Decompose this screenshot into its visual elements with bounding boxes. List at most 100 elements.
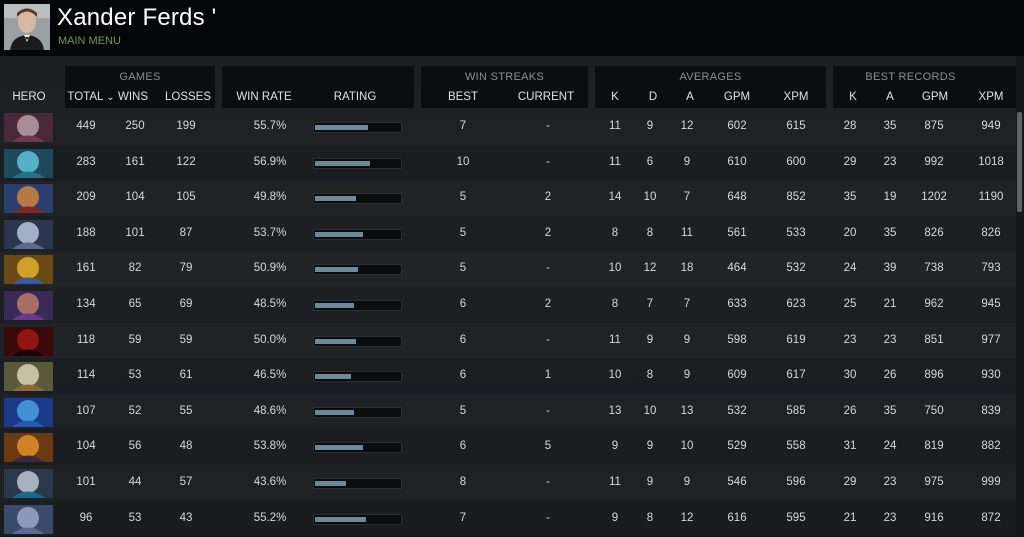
column-header-avg-gpm[interactable]: GPM xyxy=(723,91,751,103)
rating-bar-fill xyxy=(315,445,363,451)
column-header-avg-deaths[interactable]: D xyxy=(648,91,658,103)
avg-xpm-cell: 532 xyxy=(786,262,806,275)
best-streak-cell: 10 xyxy=(456,155,470,168)
total-cell: 449 xyxy=(76,120,96,132)
best-assists-cell: 23 xyxy=(883,155,897,168)
column-header-hero[interactable]: HERO xyxy=(12,91,46,103)
column-header-best-gpm[interactable]: GPM xyxy=(921,91,949,103)
column-header-losses[interactable]: LOSSES xyxy=(164,91,212,103)
avg-deaths-cell: 9 xyxy=(646,476,654,488)
column-header-current-streak[interactable]: CURRENT xyxy=(517,91,575,103)
best-xpm-cell: 977 xyxy=(981,333,1001,346)
rating-bar xyxy=(313,228,402,240)
column-header-best-xpm[interactable]: XPM xyxy=(978,91,1004,103)
best-assists-cell: 35 xyxy=(883,404,897,417)
avg-kills-cell: 11 xyxy=(609,333,621,346)
current-streak-cell: - xyxy=(546,155,550,168)
losses-cell: 105 xyxy=(176,191,196,204)
hero-portrait-icon[interactable] xyxy=(4,469,53,498)
total-cell: 118 xyxy=(76,333,96,346)
best-assists-cell: 19 xyxy=(883,191,897,204)
table-row[interactable]: 101 44 57 43.6% 8 - 11 9 9 546 596 29 23 975 999 xyxy=(0,465,1016,501)
table-row[interactable]: 188 101 87 53.7% 5 2 8 8 11 561 533 20 35 826 826 xyxy=(0,215,1016,252)
best-records-group-title: BEST RECORDS xyxy=(865,71,956,83)
avg-kills-cell: 11 xyxy=(609,476,621,488)
best-streak-cell: 5 xyxy=(459,404,467,417)
hero-portrait-icon[interactable] xyxy=(4,219,53,249)
column-header-avg-kills[interactable]: K xyxy=(611,91,619,103)
column-header-best-kills[interactable]: K xyxy=(849,91,857,103)
rating-bar xyxy=(313,406,402,418)
best-streak-cell: 6 xyxy=(459,369,467,382)
win-rate-cell: 55.2% xyxy=(253,511,287,524)
avatar[interactable] xyxy=(4,4,50,50)
table-row[interactable]: 118 59 59 50.0% 6 - 11 9 9 598 619 23 23 851 977 xyxy=(0,323,1016,359)
avg-gpm-cell: 532 xyxy=(727,404,747,417)
rating-bar-fill xyxy=(315,409,354,415)
avg-xpm-cell: 585 xyxy=(786,404,806,417)
averages-group-header xyxy=(595,66,826,108)
column-header-rating[interactable]: RATING xyxy=(333,91,377,103)
best-kills-cell: 30 xyxy=(843,369,857,382)
hero-portrait-icon[interactable] xyxy=(4,362,53,392)
avg-gpm-cell: 610 xyxy=(727,155,747,168)
best-streak-cell: 7 xyxy=(459,120,467,132)
column-header-best-streak[interactable]: BEST xyxy=(447,91,479,103)
best-xpm-cell: 1018 xyxy=(978,155,1004,168)
table-row[interactable]: 283 161 122 56.9% 10 - 11 6 9 610 600 29 23 992 1018 xyxy=(0,144,1016,181)
rating-bar xyxy=(313,371,402,383)
table-row[interactable]: 114 53 61 46.5% 6 1 10 8 9 609 617 30 26 896 930 xyxy=(0,358,1016,395)
hero-portrait-icon[interactable] xyxy=(4,397,53,427)
hero-portrait-icon[interactable] xyxy=(4,148,53,178)
table-row[interactable]: 107 52 55 48.6% 5 - 13 10 13 532 585 26 35 750 839 xyxy=(0,394,1016,430)
avg-deaths-cell: 8 xyxy=(646,511,654,524)
avg-deaths-cell: 12 xyxy=(643,262,657,275)
best-gpm-cell: 750 xyxy=(924,404,944,417)
avg-xpm-cell: 615 xyxy=(786,120,806,132)
table-row[interactable]: 104 56 48 53.8% 6 5 9 9 10 529 558 31 24 819 882 xyxy=(0,429,1016,466)
rating-bar-fill xyxy=(315,160,370,166)
table-row[interactable]: 449 250 199 55.7% 7 - 11 9 12 602 615 28 35 875 949 xyxy=(0,109,1016,145)
best-gpm-cell: 851 xyxy=(924,333,944,346)
table-row[interactable]: 161 82 79 50.9% 5 - 10 12 18 464 532 24 39 738 793 xyxy=(0,251,1016,287)
column-header-avg-xpm[interactable]: XPM xyxy=(783,91,809,103)
wins-cell: 53 xyxy=(128,369,142,382)
losses-cell: 48 xyxy=(179,440,193,453)
best-kills-cell: 29 xyxy=(843,155,857,168)
hero-portrait-icon[interactable] xyxy=(4,291,53,320)
best-xpm-cell: 793 xyxy=(981,262,1001,275)
rating-bar xyxy=(313,157,402,169)
hero-portrait-icon[interactable] xyxy=(4,433,53,463)
losses-cell: 61 xyxy=(179,369,193,382)
column-header-best-assists[interactable]: A xyxy=(886,91,894,103)
current-streak-cell: - xyxy=(546,404,550,417)
hero-portrait-icon[interactable] xyxy=(4,326,53,356)
column-header-win-rate[interactable]: WIN RATE xyxy=(236,91,292,103)
losses-cell: 57 xyxy=(179,476,193,488)
column-header-total[interactable]: TOTAL ⌄ xyxy=(66,91,116,103)
avg-deaths-cell: 7 xyxy=(646,298,654,310)
scrollbar-thumb[interactable] xyxy=(1017,112,1022,212)
best-streak-cell: 5 xyxy=(459,226,467,239)
avg-kills-cell: 14 xyxy=(608,191,622,204)
table-row[interactable]: 209 104 105 49.8% 5 2 14 10 7 648 852 35 19 1202 1190 xyxy=(0,180,1016,216)
best-assists-cell: 24 xyxy=(883,440,897,453)
avg-xpm-cell: 600 xyxy=(786,155,806,168)
hero-portrait-icon[interactable] xyxy=(4,504,53,534)
total-cell: 114 xyxy=(76,369,96,382)
column-header-wins[interactable]: WINS xyxy=(117,91,149,103)
table-row[interactable]: 96 53 43 55.2% 7 - 9 8 12 616 595 21 23 916 872 xyxy=(0,500,1016,537)
best-assists-cell: 23 xyxy=(883,476,897,488)
hero-portrait-icon[interactable] xyxy=(4,184,53,214)
main-menu-link[interactable]: MAIN MENU xyxy=(58,35,121,47)
wins-cell: 101 xyxy=(125,226,145,239)
hero-portrait-icon[interactable] xyxy=(4,255,53,285)
total-cell: 107 xyxy=(76,404,96,417)
avg-gpm-cell: 464 xyxy=(727,262,747,275)
hero-portrait-icon[interactable] xyxy=(4,113,53,142)
scrollbar[interactable] xyxy=(1016,56,1024,536)
avg-xpm-cell: 558 xyxy=(786,440,806,453)
table-row[interactable]: 134 65 69 48.5% 6 2 8 7 7 633 623 25 21 962 945 xyxy=(0,287,1016,323)
wins-cell: 53 xyxy=(128,511,142,524)
column-header-avg-assists[interactable]: A xyxy=(686,91,694,103)
